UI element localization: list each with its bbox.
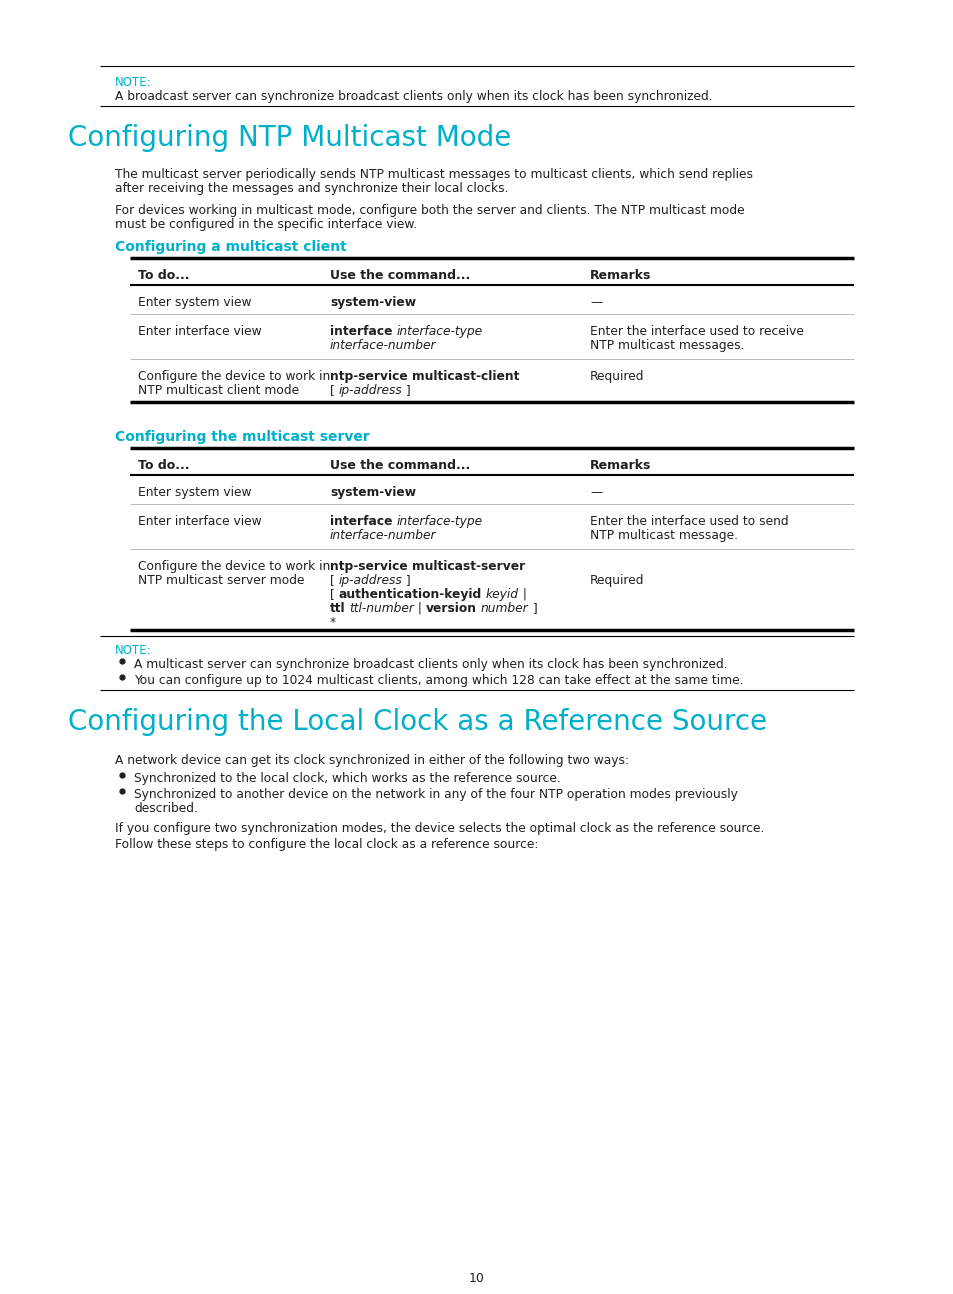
- Text: [: [: [330, 384, 338, 397]
- Text: ntp-service multicast-client: ntp-service multicast-client: [330, 370, 518, 383]
- Text: system-view: system-view: [330, 487, 416, 499]
- Text: To do...: To do...: [138, 459, 190, 472]
- Text: Enter interface view: Enter interface view: [138, 515, 261, 528]
- Text: NTP multicast server mode: NTP multicast server mode: [138, 575, 304, 587]
- Text: ip-address: ip-address: [338, 575, 402, 587]
- Text: must be configured in the specific interface view.: must be configured in the specific inter…: [115, 217, 416, 232]
- Text: version: version: [426, 602, 476, 615]
- Text: Synchronized to another device on the network in any of the four NTP operation m: Synchronized to another device on the ne…: [133, 788, 737, 801]
- Text: described.: described.: [133, 802, 197, 815]
- Text: Required: Required: [589, 575, 644, 587]
- Text: Use the command...: Use the command...: [330, 459, 470, 472]
- Text: *: *: [330, 616, 335, 629]
- Text: Configure the device to work in: Configure the device to work in: [138, 370, 330, 383]
- Text: —: —: [589, 296, 601, 309]
- Text: interface-number: interface-number: [330, 339, 436, 352]
- Text: To do...: To do...: [138, 269, 190, 282]
- Text: A network device can get its clock synchronized in either of the following two w: A network device can get its clock synch…: [115, 754, 628, 767]
- Text: interface: interface: [330, 515, 396, 528]
- Text: Follow these steps to configure the local clock as a reference source:: Follow these steps to configure the loca…: [115, 839, 537, 851]
- Text: A broadcast server can synchronize broadcast clients only when its clock has bee: A broadcast server can synchronize broad…: [115, 91, 712, 104]
- Text: Remarks: Remarks: [589, 459, 651, 472]
- Text: ]: ]: [402, 384, 411, 397]
- Text: ntp-service multicast-server: ntp-service multicast-server: [330, 560, 525, 573]
- Text: keyid: keyid: [485, 587, 518, 600]
- Text: ]: ]: [528, 602, 537, 615]
- Text: Use the command...: Use the command...: [330, 269, 470, 282]
- Text: 10: 10: [469, 1272, 484, 1285]
- Text: The multicast server periodically sends NTP multicast messages to multicast clie: The multicast server periodically sends …: [115, 168, 752, 181]
- Text: A multicast server can synchronize broadcast clients only when its clock has bee: A multicast server can synchronize broad…: [133, 659, 727, 672]
- Text: |: |: [518, 587, 526, 600]
- Text: after receiving the messages and synchronize their local clocks.: after receiving the messages and synchro…: [115, 182, 508, 195]
- Text: NTP multicast message.: NTP multicast message.: [589, 529, 738, 542]
- Text: Enter system view: Enter system view: [138, 296, 252, 309]
- Text: interface-type: interface-type: [396, 325, 482, 338]
- Text: If you configure two synchronization modes, the device selects the optimal clock: If you configure two synchronization mod…: [115, 822, 763, 835]
- Text: ttl-number: ttl-number: [349, 602, 414, 615]
- Text: ttl: ttl: [330, 602, 345, 615]
- Text: Configuring the multicast server: Configuring the multicast server: [115, 430, 370, 444]
- Text: [: [: [330, 587, 338, 600]
- Text: NOTE:: NOTE:: [115, 76, 152, 89]
- Text: You can configure up to 1024 multicast clients, among which 128 can take effect : You can configure up to 1024 multicast c…: [133, 674, 742, 687]
- Text: ip-address: ip-address: [338, 384, 402, 397]
- Text: |: |: [414, 602, 426, 615]
- Text: Required: Required: [589, 370, 644, 383]
- Text: —: —: [589, 487, 601, 499]
- Text: interface: interface: [330, 325, 396, 338]
- Text: [: [: [330, 575, 338, 587]
- Text: interface-type: interface-type: [396, 515, 482, 528]
- Text: For devices working in multicast mode, configure both the server and clients. Th: For devices working in multicast mode, c…: [115, 204, 744, 217]
- Text: Synchronized to the local clock, which works as the reference source.: Synchronized to the local clock, which w…: [133, 773, 560, 785]
- Text: Enter system view: Enter system view: [138, 487, 252, 499]
- Text: Enter interface view: Enter interface view: [138, 325, 261, 338]
- Text: interface-number: interface-number: [330, 529, 436, 542]
- Text: Configuring NTP Multicast Mode: Configuring NTP Multicast Mode: [68, 124, 511, 151]
- Text: NTP multicast client mode: NTP multicast client mode: [138, 384, 299, 397]
- Text: ]: ]: [402, 575, 411, 587]
- Text: NOTE:: NOTE:: [115, 644, 152, 657]
- Text: Configuring the Local Clock as a Reference Source: Configuring the Local Clock as a Referen…: [68, 708, 766, 736]
- Text: NTP multicast messages.: NTP multicast messages.: [589, 339, 743, 352]
- Text: system-view: system-view: [330, 296, 416, 309]
- Text: Configuring a multicast client: Configuring a multicast client: [115, 239, 346, 254]
- Text: number: number: [480, 602, 528, 615]
- Text: Enter the interface used to send: Enter the interface used to send: [589, 515, 788, 528]
- Text: Remarks: Remarks: [589, 269, 651, 282]
- Text: authentication-keyid: authentication-keyid: [338, 587, 481, 600]
- Text: Enter the interface used to receive: Enter the interface used to receive: [589, 325, 803, 338]
- Text: Configure the device to work in: Configure the device to work in: [138, 560, 330, 573]
